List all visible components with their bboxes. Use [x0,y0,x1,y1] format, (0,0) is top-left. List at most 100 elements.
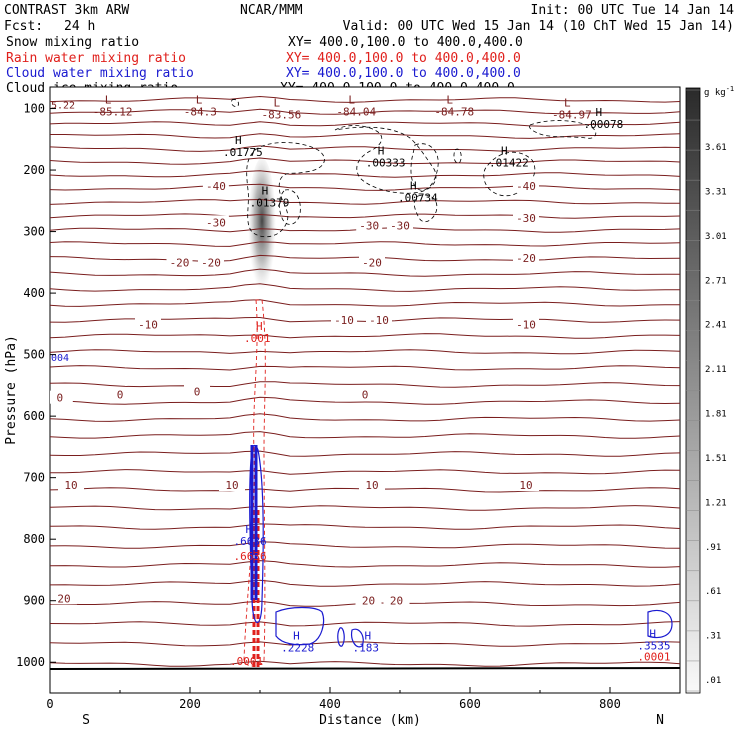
temperature-label: 10 [225,479,238,492]
cloud-ice-contours [231,99,597,238]
temperature-label: 0 [56,392,63,405]
cloud-water-cell-3 [351,628,364,648]
y-tick-label: 700 [23,471,45,485]
extremum-value: .00078 [584,118,624,131]
contour-label-bg [355,593,382,607]
field-name-rain: Rain water mixing ratio [6,51,186,66]
extremum-symbol: L [105,94,112,107]
temperature-contour-line [50,198,680,205]
temperature-contour-line [50,523,680,530]
ice-contour-5 [413,194,438,223]
contour-label-bg [359,478,385,492]
temperature-label: -20 [362,256,382,269]
extremum-value: .00734 [398,192,438,205]
extremum-symbol: H [256,320,263,333]
cloud-water-cell-4 [647,609,673,639]
cloud-water-core [250,445,258,600]
extremum-symbol: L [196,94,203,107]
extremum-value: .0001 [230,655,263,668]
colorbar-label: 3.61 [705,143,727,153]
contour-label-bg [513,211,539,225]
colorbar-unit: g kg-1 [704,85,734,98]
temperature-label: 10 [519,479,532,492]
contour-label-bg [366,313,392,327]
extremum-symbol: H [235,134,242,147]
extremum-value: .6636 [234,535,267,548]
y-tick-label: 1000 [16,655,45,669]
temperature-label: 20 [362,595,375,608]
field-name-cloud-water: Cloud water mixing ratio [6,66,194,81]
contour-label-bg [58,478,84,492]
contour-label-bg [107,387,133,401]
temperature-label: -20 [170,256,190,269]
colorbar: 3.61 3.31 3.01 2.71 2.41 2.11 1.81 1.51 1.21 .91.… [685,85,734,694]
edge-label: 5.22 [51,101,75,112]
axes: 0 200 400 600 800100200300400500600700800900… [16,102,621,711]
colorbar-label: .31 [705,632,721,642]
temperature-contour-line [50,505,680,511]
endpoint-right: N [656,713,664,728]
extremum-value: .01422 [489,157,529,170]
ice-contour-1 [246,142,325,238]
contour-labels: -40 -40 -30 -30 -30 -30 -20 -20 -20 -20 -10 -10 -10 -… [50,94,671,668]
header-init: Init: 00 UTC Tue 14 Jan 14 [531,3,735,18]
temperature-contour-line [50,641,680,647]
colorbar-label: 1.21 [705,498,727,508]
extremum-value: .01379 [250,197,290,210]
contour-label-bg [50,390,73,404]
extremum-symbol: H [596,106,603,119]
field-xy-snow: XY= 400.0,100.0 to 400.0,400.0 [288,35,523,50]
extremum-symbol: H [246,523,253,536]
y-tick-label: 200 [23,163,45,177]
temperature-label: 20 [390,595,403,608]
field-name-snow: Snow mixing ratio [6,35,139,50]
cloud-water-contours [249,444,673,648]
temperature-contour-line [50,560,680,568]
temperature-contour-line [50,268,680,277]
temperature-contour-line [50,660,680,667]
temperature-label: -20 [516,252,536,265]
extremum-value: .0001 [637,651,670,664]
contour-label-bg [383,593,410,607]
contour-label-bg [352,387,378,401]
extremum-value: -84.04 [336,106,376,119]
temperature-label: -40 [516,180,536,193]
temperature-label: -10 [516,318,536,331]
y-tick-label: 100 [23,102,45,116]
contour-label-bg [202,215,229,229]
extremum-symbol: L [348,94,355,107]
contour-label-bg [359,255,385,269]
temperature-contour-line [50,621,680,627]
ice-contour-9 [231,99,239,107]
ground-line [50,667,680,670]
extremum-symbol: L [564,97,571,110]
header-model: CONTRAST 3km ARW [4,3,129,18]
y-tick-label: 400 [23,286,45,300]
field-xy-rain: XY= 400.0,100.0 to 400.0,400.0 [286,51,521,66]
extremum-value: .3535 [637,640,670,653]
contour-label-bg [166,255,193,269]
header-center: NCAR/MMM [240,3,303,18]
colorbar-label: .91 [705,543,721,553]
header-valid: Valid: 00 UTC Wed 15 Jan 14 (10 ChT Wed … [343,19,734,34]
extremum-symbol: H [293,629,300,642]
contour-label-bg [513,478,539,492]
extremum-value: .00333 [366,157,406,170]
temperature-contour-line [50,133,680,139]
temperature-contour-line [50,450,680,457]
x-tick-label: 400 [319,697,341,711]
extremum-value: -83.56 [262,109,302,122]
temperature-contour-line [50,579,680,587]
extremum-value: -84.3 [184,106,217,119]
x-tick-label: 600 [459,697,481,711]
extremum-symbol: H [262,185,269,198]
extremum-value: .6636 [234,550,267,563]
temperature-label: 0 [117,389,124,402]
temperature-contour-line [50,365,680,371]
contour-label-bg [513,179,539,193]
temperature-contour-line [50,299,680,307]
colorbar-label: 1.81 [705,410,727,420]
temperature-contour-line [50,121,680,127]
temperature-contour-line [50,95,680,103]
